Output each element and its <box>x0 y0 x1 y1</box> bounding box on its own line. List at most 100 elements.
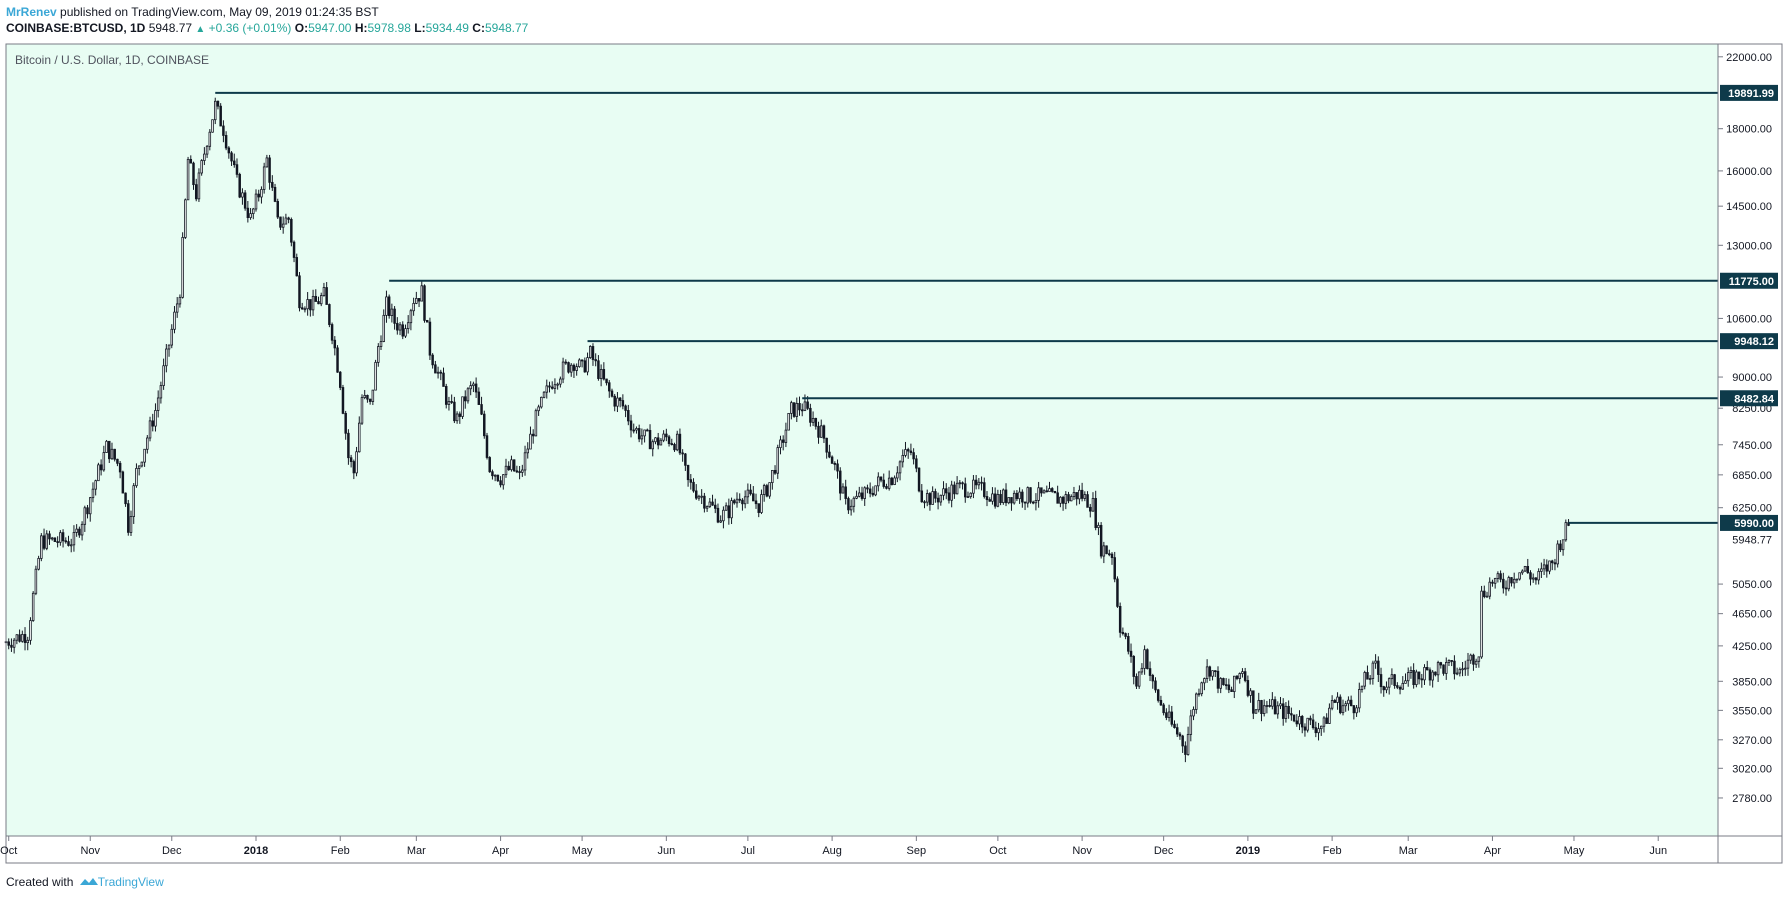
created-with-text: Created with <box>6 875 74 889</box>
candle <box>985 491 989 507</box>
candle <box>311 289 315 316</box>
candle <box>675 430 679 452</box>
candle <box>1080 482 1084 502</box>
candle <box>1004 483 1008 507</box>
candle <box>1034 493 1038 511</box>
candle <box>363 389 366 400</box>
candle <box>1295 714 1299 727</box>
candle <box>1406 667 1410 687</box>
candle <box>969 492 972 499</box>
candle <box>75 524 78 537</box>
candle <box>1186 726 1190 756</box>
candle <box>178 294 182 308</box>
candle <box>507 461 510 471</box>
candle <box>227 146 231 159</box>
candle <box>298 272 301 312</box>
candle <box>586 352 589 376</box>
candle <box>877 472 880 492</box>
candle <box>1015 490 1019 502</box>
time-tick-label: Feb <box>1323 845 1342 857</box>
candle <box>290 217 293 247</box>
price-tick-label: 4250.00 <box>1732 641 1772 653</box>
candle <box>917 467 921 493</box>
candle <box>624 404 627 418</box>
candle <box>1322 716 1326 733</box>
candle <box>1453 655 1456 680</box>
candle <box>208 129 212 151</box>
candle <box>18 629 21 643</box>
candle <box>589 345 592 360</box>
candle <box>1529 570 1532 586</box>
candle <box>1208 665 1212 682</box>
candle <box>132 483 135 524</box>
candle <box>447 396 451 411</box>
candle <box>249 208 252 220</box>
candle <box>1029 487 1032 504</box>
candle <box>99 459 103 476</box>
candle <box>1363 670 1366 690</box>
candle <box>1515 578 1519 584</box>
time-axis[interactable]: Oct Nov Dec 2018 Feb Mar Apr May Jun Jul Aug Sep Oct… <box>0 836 1667 857</box>
time-tick-label: Feb <box>331 845 350 857</box>
candle <box>173 306 176 334</box>
candle <box>654 437 657 445</box>
candle <box>1224 678 1228 690</box>
candle <box>637 424 641 443</box>
candle <box>390 303 394 323</box>
level-label-text: 5990.00 <box>1734 518 1774 530</box>
price-axis-background[interactable] <box>1718 44 1782 836</box>
candle <box>322 282 326 297</box>
candle <box>643 429 646 443</box>
candle <box>306 292 309 316</box>
candle <box>1556 540 1559 568</box>
author-link[interactable]: MrRenev <box>6 5 57 19</box>
horizontal-levels[interactable] <box>215 91 1718 524</box>
candle <box>1053 490 1057 494</box>
level-label-text: 8482.84 <box>1734 393 1775 405</box>
candle <box>1078 485 1081 505</box>
candle <box>1252 690 1255 720</box>
candle <box>45 530 49 551</box>
candle <box>118 460 122 479</box>
candle <box>814 417 818 430</box>
candle <box>434 360 437 374</box>
candle <box>42 528 46 551</box>
candle <box>583 357 587 373</box>
candle <box>798 396 801 416</box>
level-label-box <box>1720 514 1778 531</box>
candle <box>404 324 407 338</box>
candle <box>640 428 644 445</box>
candle <box>1132 655 1135 685</box>
price-axis[interactable]: 22000.00 18000.00 16000.00 14500.00 13000.00… <box>1718 52 1772 805</box>
candle <box>265 154 269 168</box>
candle <box>238 172 241 199</box>
candle <box>339 371 342 391</box>
candle <box>844 479 847 505</box>
candle <box>860 486 864 501</box>
candle <box>336 345 339 373</box>
candle <box>510 455 513 472</box>
candle <box>548 381 551 393</box>
tradingview-link[interactable]: TradingView <box>97 875 164 889</box>
candle <box>396 317 399 335</box>
time-tick-label: Sep <box>907 845 927 857</box>
time-tick-label: Aug <box>822 845 842 857</box>
candle <box>1485 591 1489 598</box>
candle <box>1531 573 1535 583</box>
candle <box>1037 481 1040 508</box>
candle <box>716 503 720 524</box>
candle <box>1099 522 1103 559</box>
candle <box>923 500 926 509</box>
candle <box>621 394 625 410</box>
candle <box>991 487 994 505</box>
candle <box>420 280 424 302</box>
candle <box>151 413 154 432</box>
price-tick-label: 7450.00 <box>1732 440 1772 452</box>
candle <box>724 502 728 511</box>
level-label-text: 19891.99 <box>1728 88 1774 100</box>
candle <box>1287 700 1290 719</box>
candle <box>912 448 915 465</box>
candle <box>689 474 693 490</box>
level-label-box <box>1720 84 1778 101</box>
